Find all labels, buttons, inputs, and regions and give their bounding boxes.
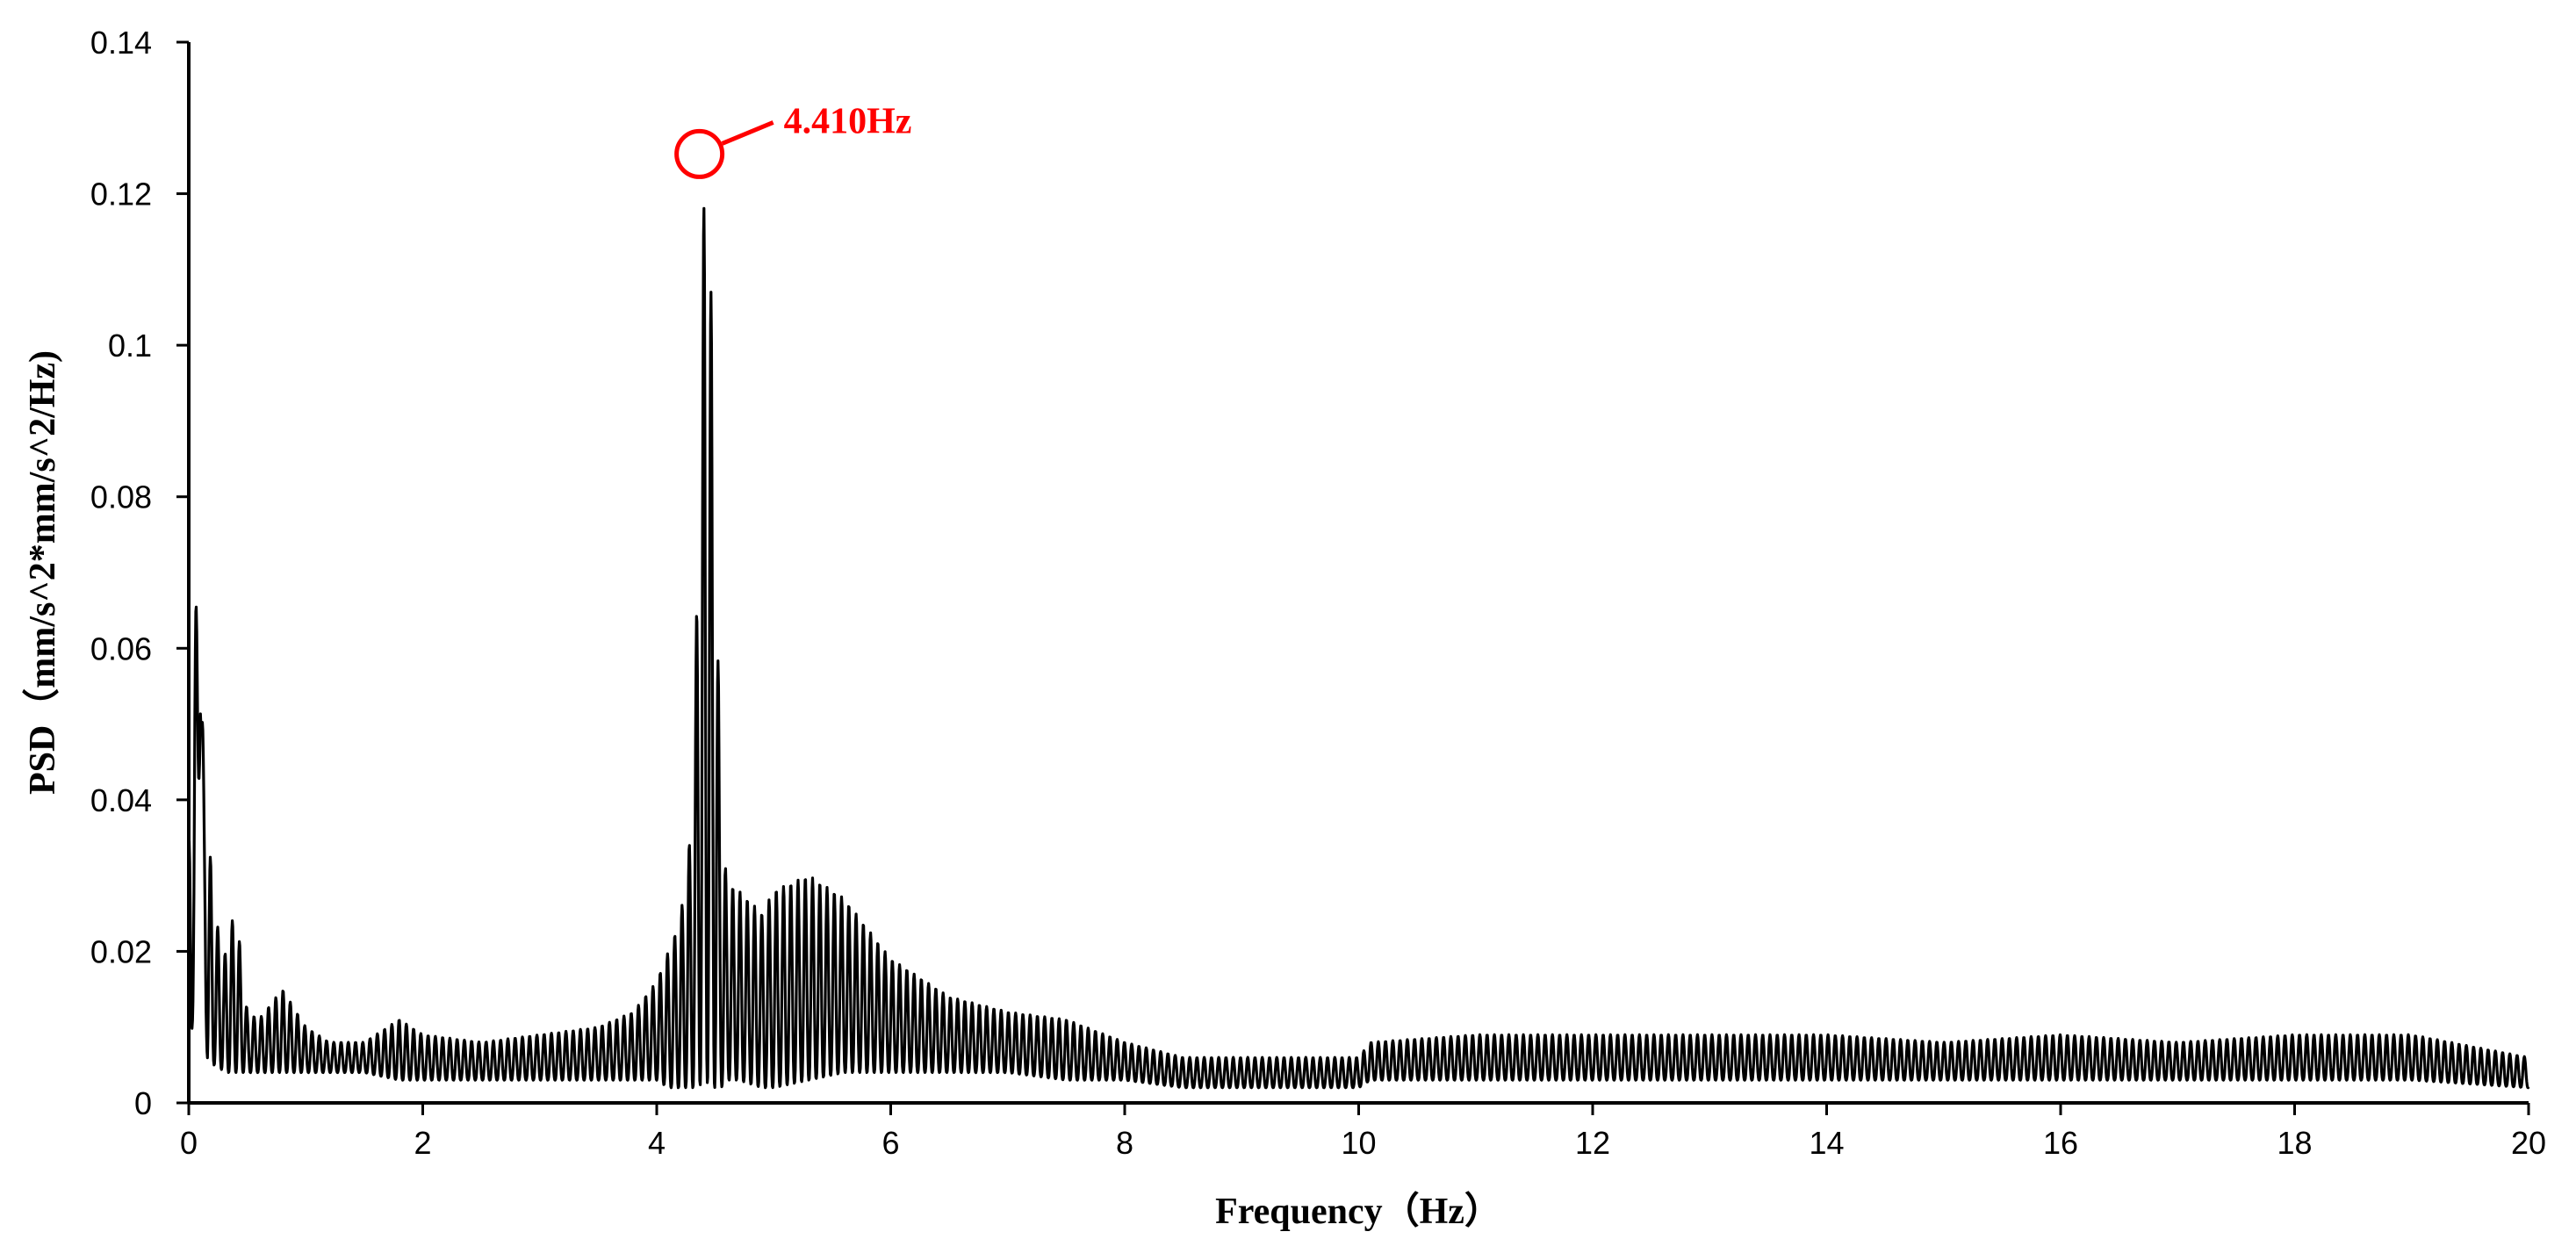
peak-marker-circle (674, 128, 725, 179)
y-tick-label: 0.02 (90, 933, 152, 969)
y-axis-title: PSD（mm/s^2*mm/s^2/Hz) (22, 350, 63, 795)
peak-annotation: 4.410Hz (674, 101, 912, 179)
x-ticks: 0 2 4 6 8 10 12 14 16 18 20 (180, 1103, 2546, 1161)
x-axis-title: Frequency（Hz） (1215, 1191, 1501, 1232)
x-tick-label: 16 (2043, 1125, 2078, 1161)
x-tick-label: 18 (2277, 1125, 2312, 1161)
x-axis: 0 2 4 6 8 10 12 14 16 18 20 (180, 1101, 2546, 1161)
psd-series-line (187, 206, 2530, 1090)
y-axis: 0 0.02 0.04 0.06 0.08 0.1 0.12 0.14 (90, 25, 191, 1121)
x-tick-label: 4 (648, 1125, 666, 1161)
y-tick-label: 0.04 (90, 782, 152, 818)
x-tick-label: 12 (1575, 1125, 1610, 1161)
y-tick-label: 0.14 (90, 25, 152, 61)
x-tick-label: 20 (2511, 1125, 2546, 1161)
y-tick-label: 0.1 (108, 328, 152, 364)
y-tick-label: 0.08 (90, 479, 152, 515)
y-tick-label: 0 (134, 1085, 152, 1121)
y-tick-label: 0.06 (90, 630, 152, 666)
y-tick-label: 0.12 (90, 176, 152, 213)
peak-leader-line (721, 120, 774, 146)
x-tick-label: 0 (180, 1125, 198, 1161)
y-ticks: 0 0.02 0.04 0.06 0.08 0.1 0.12 0.14 (90, 25, 189, 1121)
x-tick-label: 2 (414, 1125, 431, 1161)
x-tick-label: 8 (1116, 1125, 1133, 1161)
x-tick-label: 6 (881, 1125, 899, 1161)
x-tick-label: 10 (1341, 1125, 1376, 1161)
x-tick-label: 14 (1809, 1125, 1844, 1161)
peak-label: 4.410Hz (784, 101, 912, 141)
